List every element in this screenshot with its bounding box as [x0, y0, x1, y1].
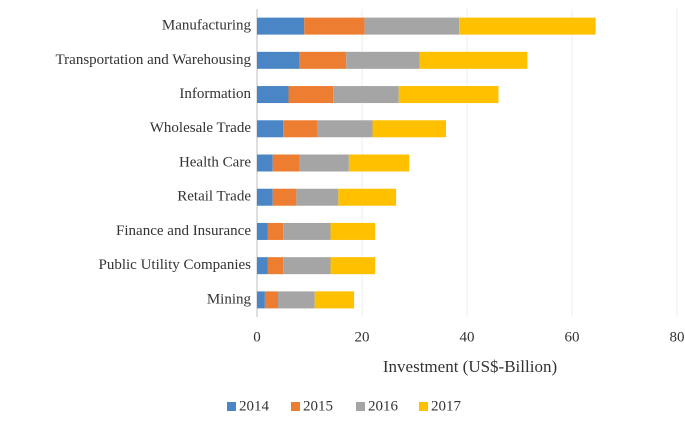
bar-segment — [272, 154, 299, 172]
bar-segment — [257, 154, 273, 172]
legend-label: 2016 — [368, 398, 399, 414]
x-tick-label: 20 — [355, 329, 370, 345]
legend-label: 2017 — [431, 398, 462, 414]
bar-segment — [296, 188, 339, 206]
bar-segment — [338, 188, 397, 206]
legend-label: 2014 — [239, 398, 270, 414]
bar-segment — [304, 17, 365, 35]
x-tick-label: 40 — [460, 329, 475, 345]
legend-swatch — [227, 402, 236, 411]
bar-segment — [257, 51, 299, 69]
y-tick-label: Finance and Insurance — [116, 223, 251, 239]
bar-segment — [257, 257, 268, 275]
bar-segment — [398, 86, 499, 104]
bar-segment — [317, 120, 373, 138]
bar-segment — [264, 291, 278, 309]
bar-segment — [372, 120, 446, 138]
bar-segment — [330, 222, 376, 240]
bar-segment — [267, 222, 284, 240]
bar-segment — [267, 257, 284, 275]
y-tick-label: Retail Trade — [177, 189, 251, 205]
y-tick-label: Manufacturing — [162, 18, 252, 34]
bar-segment — [272, 188, 297, 206]
bar-segment — [257, 222, 268, 240]
bar-segment — [283, 222, 331, 240]
bar-segment — [333, 86, 399, 104]
x-tick-label: 0 — [253, 329, 261, 345]
bar-segment — [257, 86, 289, 104]
y-tick-label: Wholesale Trade — [150, 120, 252, 136]
x-tick-label: 60 — [565, 329, 580, 345]
bar-segment — [330, 257, 376, 275]
legend-swatch — [356, 402, 365, 411]
legend-swatch — [419, 402, 428, 411]
legend-label: 2015 — [303, 398, 333, 414]
bar-segment — [364, 17, 460, 35]
bar-segment — [283, 120, 318, 138]
bar-segment — [278, 291, 315, 309]
bar-segment — [283, 257, 331, 275]
bar-segment — [299, 51, 347, 69]
bar-segment — [419, 51, 528, 69]
bar-segment — [288, 86, 334, 104]
bar-segment — [257, 188, 273, 206]
bar-segment — [257, 291, 265, 309]
y-tick-label: Transportation and Warehousing — [56, 52, 252, 68]
bar-segment — [257, 17, 305, 35]
bar-segment — [348, 154, 410, 172]
bar-segment — [299, 154, 349, 172]
bar-segment — [459, 17, 596, 35]
x-tick-label: 80 — [670, 329, 685, 345]
bar-segment — [257, 120, 284, 138]
y-tick-label: Mining — [207, 291, 252, 307]
y-tick-label: Information — [179, 86, 251, 102]
bar-segment — [346, 51, 420, 69]
x-axis-title: Investment (US$-Billion) — [383, 357, 557, 376]
y-tick-label: Health Care — [179, 154, 251, 170]
bar-segment — [314, 291, 355, 309]
y-tick-label: Public Utility Companies — [99, 257, 252, 273]
legend-swatch — [291, 402, 300, 411]
